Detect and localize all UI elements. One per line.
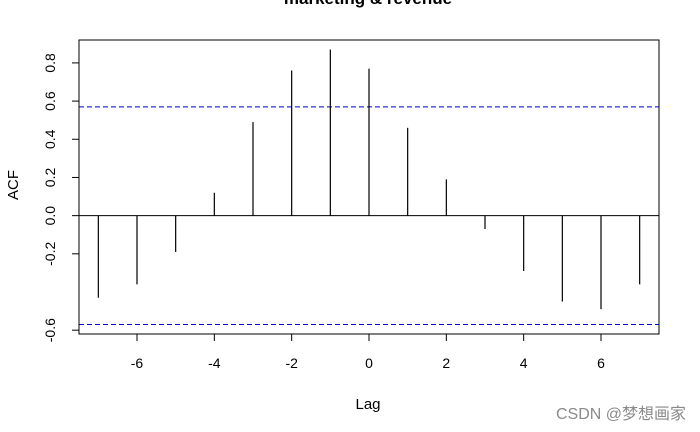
x-tick-label: 2	[442, 355, 450, 371]
x-tick-label: 6	[597, 355, 605, 371]
x-tick-label: -2	[285, 355, 298, 371]
watermark: CSDN @梦想画家	[556, 405, 686, 423]
y-tick-label: 0.8	[42, 53, 58, 73]
y-tick-label: -0.6	[42, 318, 58, 342]
x-tick-label: -6	[131, 355, 144, 371]
x-tick-label: 4	[520, 355, 528, 371]
x-tick-label: 0	[365, 355, 373, 371]
y-tick-label: 0.2	[42, 168, 58, 188]
y-tick-label: 0.4	[42, 129, 58, 149]
y-tick-label: 0.6	[42, 91, 58, 111]
y-tick-label: 0.0	[42, 206, 58, 226]
x-axis-label: Lag	[355, 396, 380, 413]
chart-title: marketing & revenue	[284, 0, 452, 8]
x-tick-label: -4	[208, 355, 221, 371]
y-tick-label: -0.2	[42, 242, 58, 266]
y-axis-label: ACF	[5, 170, 22, 200]
